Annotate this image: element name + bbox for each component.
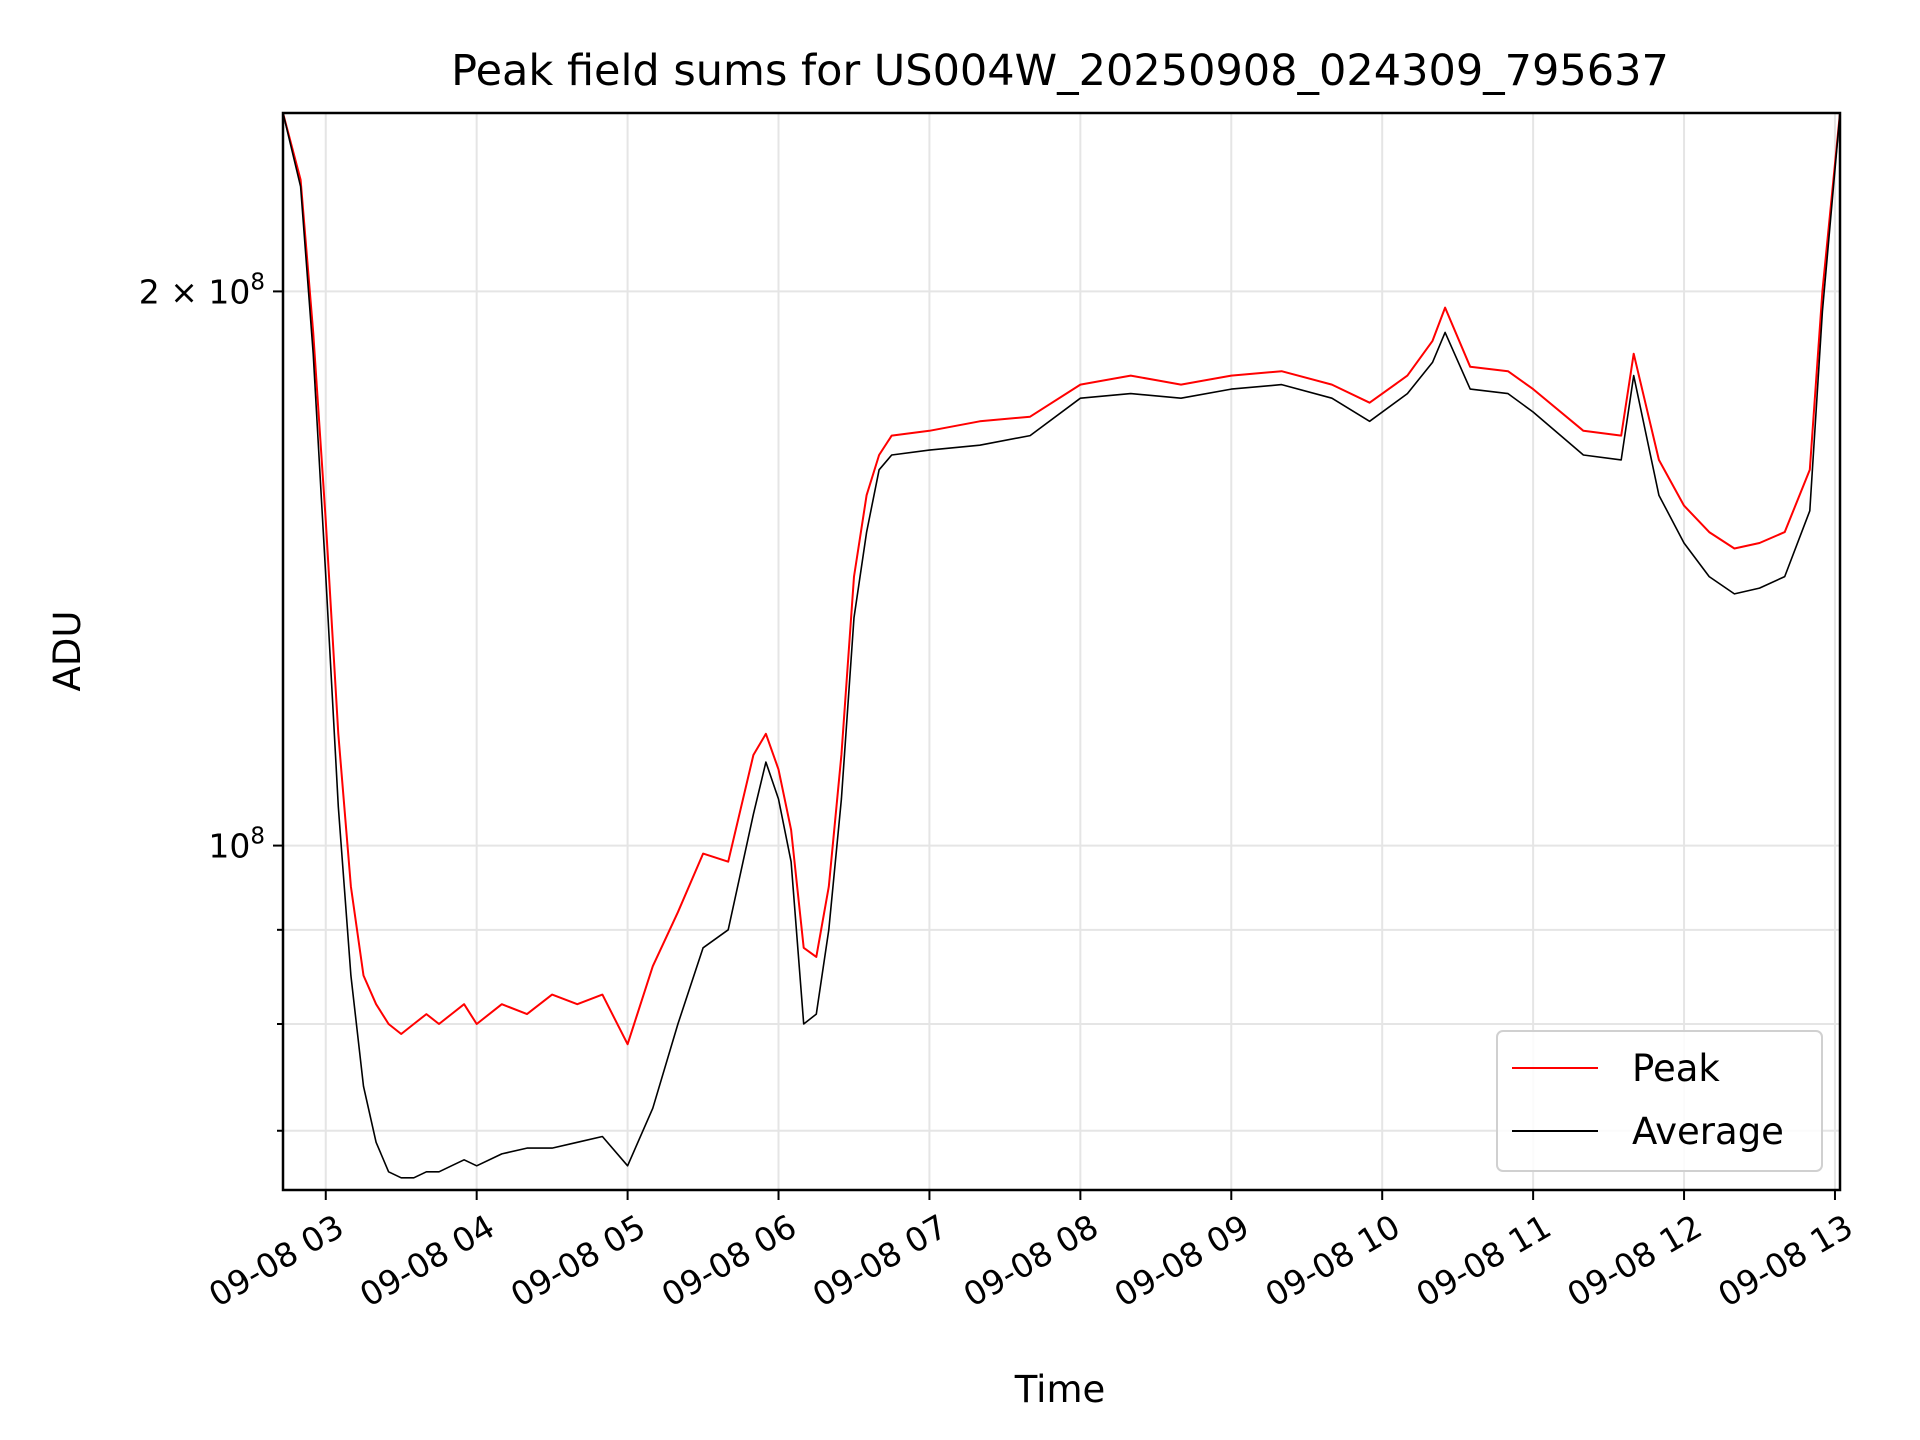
legend: Peak Average <box>1496 1030 1823 1172</box>
series-line-peak <box>283 113 1840 1046</box>
legend-label-peak: Peak <box>1632 1047 1720 1090</box>
legend-label-average: Average <box>1632 1110 1784 1153</box>
series-layer <box>283 113 1840 1179</box>
y-tick-coefficient: 2 × 10 <box>139 272 251 311</box>
grid-layer <box>283 113 1840 1190</box>
y-tick-label: 2 × 108 <box>139 269 265 311</box>
chart-title: Peak field sums for US004W_20250908_0243… <box>451 46 1669 96</box>
y-tick-exponent: 8 <box>250 269 265 295</box>
legend-box <box>1496 1030 1823 1172</box>
y-tick-label: 108 <box>208 824 265 866</box>
x-axis-label: Time <box>1014 1368 1106 1411</box>
series-line-average <box>283 113 1840 1179</box>
y-axis-label: ADU <box>46 611 89 692</box>
y-tick-coefficient: 10 <box>208 827 250 866</box>
plot-frame <box>281 111 1842 1192</box>
y-tick-exponent: 8 <box>250 824 265 850</box>
